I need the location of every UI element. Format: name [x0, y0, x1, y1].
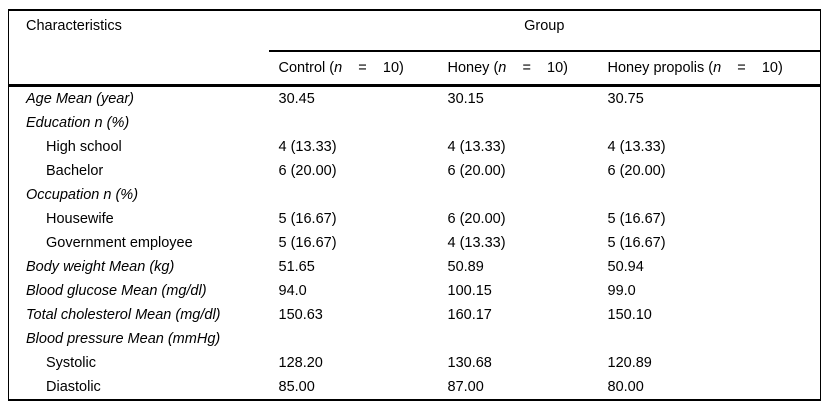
- table-row-education: Education n (%): [9, 111, 821, 135]
- column-header-honey: Honey (n = 10): [437, 51, 598, 87]
- table-body: Age Mean (year) 30.45 30.15 30.75 Educat…: [9, 86, 821, 401]
- value-cell: [598, 183, 821, 207]
- value-cell: 120.89: [607, 355, 652, 371]
- row-label: Education n (%): [26, 115, 130, 131]
- characteristics-header-cell: Characteristics: [8, 10, 269, 87]
- value-cell: 5 (16.67): [607, 235, 666, 251]
- n-symbol: n: [713, 60, 722, 76]
- table-row-occupation: Occupation n (%): [9, 183, 821, 207]
- value-cell: 4 (13.33): [607, 139, 666, 155]
- value-cell: 51.65: [278, 259, 315, 275]
- value-cell: [269, 327, 438, 351]
- value-cell: 128.20: [278, 355, 323, 371]
- value-cell: 6 (20.00): [278, 163, 337, 179]
- table-row-systolic: Systolic 128.20 130.68 120.89: [9, 351, 821, 375]
- value-cell: 130.68: [447, 355, 492, 371]
- row-label: Systolic: [46, 355, 96, 371]
- value-cell: 30.15: [447, 91, 484, 107]
- row-label: Housewife: [46, 211, 114, 227]
- value-cell: 6 (20.00): [607, 163, 666, 179]
- table-row-bachelor: Bachelor 6 (20.00) 6 (20.00) 6 (20.00): [9, 159, 821, 183]
- row-label: Occupation n (%): [26, 187, 139, 203]
- n-symbol: n: [334, 60, 343, 76]
- table-row-government-employee: Government employee 5 (16.67) 4 (13.33) …: [9, 231, 821, 255]
- table-row-age: Age Mean (year) 30.45 30.15 30.75: [9, 86, 821, 112]
- value-cell: 150.10: [607, 307, 652, 323]
- value-cell: 99.0: [607, 283, 636, 299]
- column-header-text: Control (: [278, 60, 335, 76]
- table-row-body-weight: Body weight Mean (kg) 51.65 50.89 50.94: [9, 255, 821, 279]
- row-label: Blood pressure Mean (mmHg): [26, 331, 221, 347]
- column-header-text: Honey (: [447, 60, 499, 76]
- row-label: Body weight Mean (kg): [26, 259, 175, 275]
- row-label: Government employee: [46, 235, 193, 251]
- value-cell: 4 (13.33): [447, 235, 506, 251]
- value-cell: 4 (13.33): [278, 139, 337, 155]
- value-cell: 100.15: [447, 283, 492, 299]
- value-cell: 5 (16.67): [607, 211, 666, 227]
- value-cell: 87.00: [447, 379, 484, 395]
- n-symbol: n: [498, 60, 507, 76]
- row-label: Total cholesterol Mean (mg/dl): [26, 307, 221, 323]
- table-row-diastolic: Diastolic 85.00 87.00 80.00: [9, 375, 821, 400]
- value-cell: 50.94: [607, 259, 644, 275]
- value-cell: [269, 111, 438, 135]
- value-cell: 5 (16.67): [278, 235, 337, 251]
- value-cell: [269, 183, 438, 207]
- table-row-blood-pressure: Blood pressure Mean (mmHg): [9, 327, 821, 351]
- value-cell: 94.0: [278, 283, 307, 299]
- table-row-total-cholesterol: Total cholesterol Mean (mg/dl) 150.63 16…: [9, 303, 821, 327]
- value-cell: 30.75: [607, 91, 644, 107]
- value-cell: 80.00: [607, 379, 644, 395]
- row-label: Diastolic: [46, 379, 101, 395]
- header-row-group: Characteristics Group: [8, 10, 821, 87]
- row-label: Age Mean (year): [26, 91, 134, 107]
- value-cell: [438, 111, 598, 135]
- baseline-characteristics-table: Characteristics Group Control (n = 10) H…: [8, 9, 822, 401]
- value-cell: [598, 111, 821, 135]
- group-header-cell: Group: [268, 10, 821, 52]
- column-header-control: Control (n = 10): [268, 51, 438, 87]
- column-header-text: = 10): [506, 60, 569, 76]
- value-cell: [598, 327, 821, 351]
- value-cell: 6 (20.00): [447, 211, 506, 227]
- value-cell: [438, 327, 598, 351]
- column-header-text: = 10): [342, 60, 404, 76]
- value-cell: 6 (20.00): [447, 163, 506, 179]
- value-cell: 50.89: [447, 259, 484, 275]
- value-cell: 160.17: [447, 307, 492, 323]
- column-header-text: Honey propolis (: [607, 60, 714, 76]
- row-label: Bachelor: [46, 163, 104, 179]
- value-cell: 4 (13.33): [447, 139, 506, 155]
- table-row-blood-glucose: Blood glucose Mean (mg/dl) 94.0 100.15 9…: [9, 279, 821, 303]
- header-row-columns: Control (n = 10) Honey (n = 10) Honey pr…: [9, 51, 821, 87]
- column-header-text: = 10): [721, 60, 783, 76]
- row-label: High school: [46, 139, 122, 155]
- column-header-honey-propolis: Honey propolis (n = 10): [597, 51, 821, 87]
- value-cell: 30.45: [278, 91, 315, 107]
- value-cell: 5 (16.67): [278, 211, 337, 227]
- value-cell: 85.00: [278, 379, 315, 395]
- table-header: Characteristics Group Control (n = 10) H…: [8, 10, 821, 87]
- row-label: Blood glucose Mean (mg/dl): [26, 283, 207, 299]
- value-cell: 150.63: [278, 307, 323, 323]
- table-row-high-school: High school 4 (13.33) 4 (13.33) 4 (13.33…: [9, 135, 821, 159]
- value-cell: [438, 183, 598, 207]
- table-row-housewife: Housewife 5 (16.67) 6 (20.00) 5 (16.67): [9, 207, 821, 231]
